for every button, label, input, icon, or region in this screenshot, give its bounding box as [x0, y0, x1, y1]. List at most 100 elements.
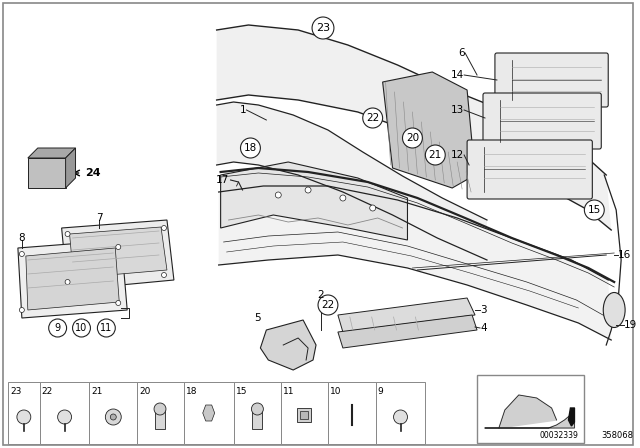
Text: 3: 3 [480, 305, 486, 315]
Polygon shape [219, 186, 611, 340]
Polygon shape [568, 408, 575, 426]
Circle shape [584, 200, 604, 220]
FancyBboxPatch shape [467, 140, 593, 199]
Text: 2: 2 [317, 290, 324, 300]
Polygon shape [383, 72, 475, 188]
FancyBboxPatch shape [495, 53, 608, 107]
Text: 22: 22 [42, 387, 53, 396]
Text: 23: 23 [10, 387, 21, 396]
Circle shape [426, 145, 445, 165]
Text: 4: 4 [480, 323, 486, 333]
Polygon shape [70, 227, 167, 278]
Text: 358068: 358068 [601, 431, 633, 440]
Bar [252, 409, 262, 429]
Ellipse shape [604, 293, 625, 327]
Bar [281, 382, 328, 444]
Text: 12: 12 [451, 150, 464, 160]
Polygon shape [338, 298, 475, 332]
Polygon shape [61, 220, 174, 290]
Bar [40, 382, 90, 444]
Circle shape [370, 205, 376, 211]
Polygon shape [338, 315, 477, 348]
Text: 8: 8 [19, 233, 25, 243]
Text: 7: 7 [96, 213, 102, 223]
Circle shape [97, 319, 115, 337]
Circle shape [19, 251, 24, 257]
Polygon shape [221, 162, 408, 240]
Text: 17: 17 [215, 175, 228, 185]
Text: 14: 14 [451, 70, 464, 80]
Text: 6: 6 [458, 48, 465, 58]
Polygon shape [65, 148, 76, 188]
Circle shape [116, 301, 121, 306]
Polygon shape [499, 395, 557, 428]
Text: 1: 1 [240, 105, 246, 115]
Text: 20: 20 [406, 133, 419, 143]
Bar [297, 408, 311, 422]
Text: 11: 11 [100, 323, 113, 333]
Circle shape [17, 410, 31, 424]
Bar [8, 382, 40, 444]
Bar [184, 382, 234, 444]
Bar [28, 158, 65, 188]
Circle shape [161, 272, 166, 277]
Circle shape [275, 192, 281, 198]
Bar [477, 375, 584, 443]
Circle shape [403, 128, 422, 148]
Circle shape [252, 403, 264, 415]
Text: 11: 11 [284, 387, 295, 396]
Text: 15: 15 [236, 387, 247, 396]
Bar [90, 382, 137, 444]
Bar [376, 382, 426, 444]
Text: 21: 21 [429, 150, 442, 160]
Bar [234, 382, 281, 444]
Circle shape [116, 245, 121, 250]
Polygon shape [203, 405, 214, 421]
Text: 9: 9 [54, 323, 61, 333]
Polygon shape [485, 408, 575, 428]
Text: 16: 16 [618, 250, 632, 260]
Circle shape [65, 232, 70, 237]
Polygon shape [217, 102, 487, 260]
Circle shape [72, 319, 90, 337]
Bar [300, 411, 308, 419]
Circle shape [340, 195, 346, 201]
Bar [155, 409, 165, 429]
FancyBboxPatch shape [483, 93, 601, 149]
Text: 9: 9 [378, 387, 383, 396]
Text: 10: 10 [330, 387, 342, 396]
Polygon shape [28, 148, 76, 158]
Text: 21: 21 [92, 387, 103, 396]
Circle shape [161, 225, 166, 231]
Circle shape [394, 410, 408, 424]
Text: 15: 15 [588, 205, 601, 215]
Bar [328, 382, 376, 444]
Circle shape [312, 17, 334, 39]
Text: 5: 5 [253, 313, 260, 323]
Polygon shape [260, 320, 316, 370]
Circle shape [19, 307, 24, 313]
Circle shape [110, 414, 116, 420]
Text: 18: 18 [244, 143, 257, 153]
Circle shape [318, 295, 338, 315]
Text: 22: 22 [321, 300, 335, 310]
Polygon shape [18, 240, 127, 318]
Text: 13: 13 [451, 105, 464, 115]
Circle shape [241, 138, 260, 158]
Bar [137, 382, 184, 444]
Text: 22: 22 [366, 113, 380, 123]
Circle shape [154, 403, 166, 415]
Circle shape [106, 409, 121, 425]
Circle shape [363, 108, 383, 128]
Text: 18: 18 [186, 387, 197, 396]
Text: 00032339: 00032339 [540, 431, 579, 440]
Text: 24: 24 [86, 168, 101, 178]
Circle shape [65, 280, 70, 284]
Polygon shape [26, 248, 119, 310]
Circle shape [49, 319, 67, 337]
Text: 19: 19 [624, 320, 637, 330]
Text: 10: 10 [76, 323, 88, 333]
Circle shape [305, 187, 311, 193]
Polygon shape [217, 25, 611, 230]
Text: 23: 23 [316, 23, 330, 33]
